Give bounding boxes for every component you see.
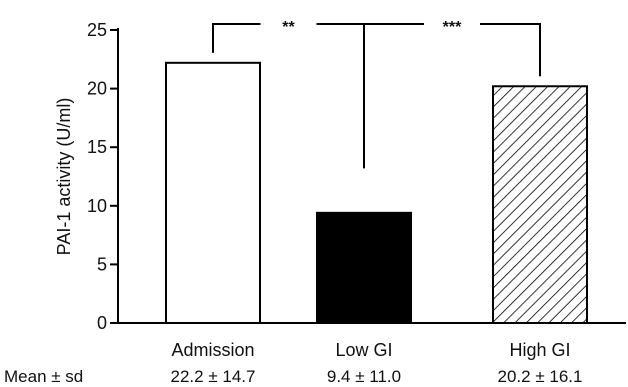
bar-admission bbox=[165, 61, 261, 324]
y-axis-title: PAI-1 activity (U/ml) bbox=[54, 98, 74, 256]
y-tick-label-0: 0 bbox=[97, 313, 107, 333]
sig-label-1: *** bbox=[443, 19, 462, 36]
y-tick-label-5: 5 bbox=[97, 254, 107, 274]
bars bbox=[165, 61, 588, 324]
y-tick-label-20: 20 bbox=[87, 79, 107, 99]
y-tick-label-25: 25 bbox=[87, 20, 107, 40]
summary-value-0: 22.2 ± 14.7 bbox=[171, 367, 256, 386]
sig-bracket-left-0 bbox=[212, 23, 261, 53]
bar-high-gi bbox=[492, 85, 588, 324]
category-label-1: Low GI bbox=[335, 340, 392, 360]
sig-bracket-left-1 bbox=[363, 23, 424, 169]
sig-bracket-right-0 bbox=[316, 23, 365, 143]
y-tick-label-10: 10 bbox=[87, 196, 107, 216]
bar-low-gi bbox=[316, 211, 412, 324]
y-tick-label-15: 15 bbox=[87, 137, 107, 157]
significance-brackets: ** *** bbox=[212, 19, 541, 169]
category-label-0: Admission bbox=[171, 340, 254, 360]
category-labels: Admission 22.2 ± 14.7 Low GI 9.4 ± 11.0 High… bbox=[4, 340, 582, 386]
summary-row-label: Mean ± sd bbox=[4, 367, 83, 386]
summary-value-1: 9.4 ± 11.0 bbox=[327, 367, 401, 386]
sig-bracket-right-1 bbox=[480, 23, 541, 77]
summary-value-2: 20.2 ± 16.1 bbox=[498, 367, 583, 386]
sig-label-0: ** bbox=[282, 19, 295, 36]
category-label-2: High GI bbox=[509, 340, 570, 360]
